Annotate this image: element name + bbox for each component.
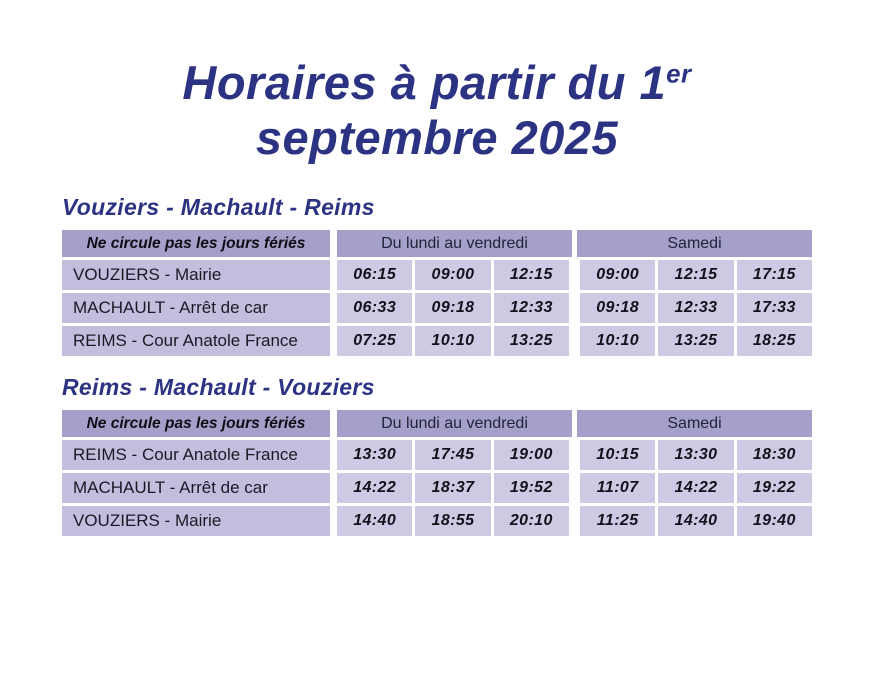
time-cell: 12:15 [493, 260, 569, 291]
title-line1: Horaires à partir du 1 [182, 56, 667, 109]
time-cell: 19:52 [493, 473, 569, 504]
header-saturday: Samedi [577, 410, 812, 438]
time-cell: 12:33 [493, 293, 569, 324]
station-cell: REIMS - Cour Anatole France [62, 326, 330, 357]
time-cell: 10:10 [415, 326, 491, 357]
time-cell: 17:33 [736, 293, 812, 324]
header-weekdays: Du lundi au vendredi [337, 230, 572, 258]
time-cell: 20:10 [493, 506, 569, 537]
time-cell: 13:25 [493, 326, 569, 357]
table-header-row: Ne circule pas les jours fériés Du lundi… [62, 230, 812, 258]
time-cell: 18:37 [415, 473, 491, 504]
timetable-outbound: Ne circule pas les jours fériés Du lundi… [62, 230, 812, 357]
time-cell: 12:33 [658, 293, 734, 324]
time-cell: 06:33 [337, 293, 413, 324]
station-cell: VOUZIERS - Mairie [62, 260, 330, 291]
station-cell: MACHAULT - Arrêt de car [62, 293, 330, 324]
time-cell: 09:00 [415, 260, 491, 291]
time-cell: 14:40 [658, 506, 734, 537]
time-cell: 07:25 [337, 326, 413, 357]
time-cell: 13:30 [337, 440, 413, 471]
timetable-content: Vouziers - Machault - Reims Ne circule p… [62, 194, 812, 537]
time-cell: 10:10 [579, 326, 656, 357]
time-cell: 14:22 [658, 473, 734, 504]
table-row: REIMS - Cour Anatole France 13:30 17:45 … [62, 440, 812, 471]
time-cell: 19:22 [736, 473, 812, 504]
page-title: Horaires à partir du 1er septembre 2025 [87, 56, 787, 165]
section-title-return: Reims - Machault - Vouziers [62, 374, 375, 401]
time-cell: 18:55 [415, 506, 491, 537]
table-row: MACHAULT - Arrêt de car 14:22 18:37 19:5… [62, 473, 812, 504]
time-cell: 17:15 [736, 260, 812, 291]
header-weekdays: Du lundi au vendredi [337, 410, 572, 438]
timetable-return: Ne circule pas les jours fériés Du lundi… [62, 410, 812, 537]
station-cell: REIMS - Cour Anatole France [62, 440, 330, 471]
time-cell: 09:18 [415, 293, 491, 324]
header-holidays-note: Ne circule pas les jours fériés [62, 230, 330, 258]
time-cell: 09:00 [579, 260, 656, 291]
header-saturday: Samedi [577, 230, 812, 258]
section-outbound: Vouziers - Machault - Reims Ne circule p… [62, 194, 812, 357]
section-return: Reims - Machault - Vouziers Ne circule p… [62, 374, 812, 537]
table-row: MACHAULT - Arrêt de car 06:33 09:18 12:3… [62, 293, 812, 324]
time-cell: 14:22 [337, 473, 413, 504]
time-cell: 09:18 [579, 293, 656, 324]
table-row: REIMS - Cour Anatole France 07:25 10:10 … [62, 326, 812, 357]
title-line2: septembre 2025 [255, 110, 619, 164]
time-cell: 06:15 [337, 260, 413, 291]
station-cell: MACHAULT - Arrêt de car [62, 473, 330, 504]
section-title-outbound: Vouziers - Machault - Reims [62, 194, 375, 221]
time-cell: 10:15 [579, 440, 656, 471]
table-header-row: Ne circule pas les jours fériés Du lundi… [62, 410, 812, 438]
time-cell: 11:25 [579, 506, 656, 537]
time-cell: 14:40 [337, 506, 413, 537]
title-superscript: er [666, 60, 692, 89]
time-cell: 17:45 [415, 440, 491, 471]
time-cell: 12:15 [658, 260, 734, 291]
time-cell: 13:30 [658, 440, 734, 471]
time-cell: 18:30 [736, 440, 812, 471]
time-cell: 19:00 [493, 440, 569, 471]
time-cell: 19:40 [736, 506, 812, 537]
table-row: VOUZIERS - Mairie 14:40 18:55 20:10 11:2… [62, 506, 812, 537]
time-cell: 11:07 [579, 473, 656, 504]
header-holidays-note: Ne circule pas les jours fériés [62, 410, 330, 438]
time-cell: 18:25 [736, 326, 812, 357]
station-cell: VOUZIERS - Mairie [62, 506, 330, 537]
time-cell: 13:25 [658, 326, 734, 357]
table-row: VOUZIERS - Mairie 06:15 09:00 12:15 09:0… [62, 260, 812, 291]
